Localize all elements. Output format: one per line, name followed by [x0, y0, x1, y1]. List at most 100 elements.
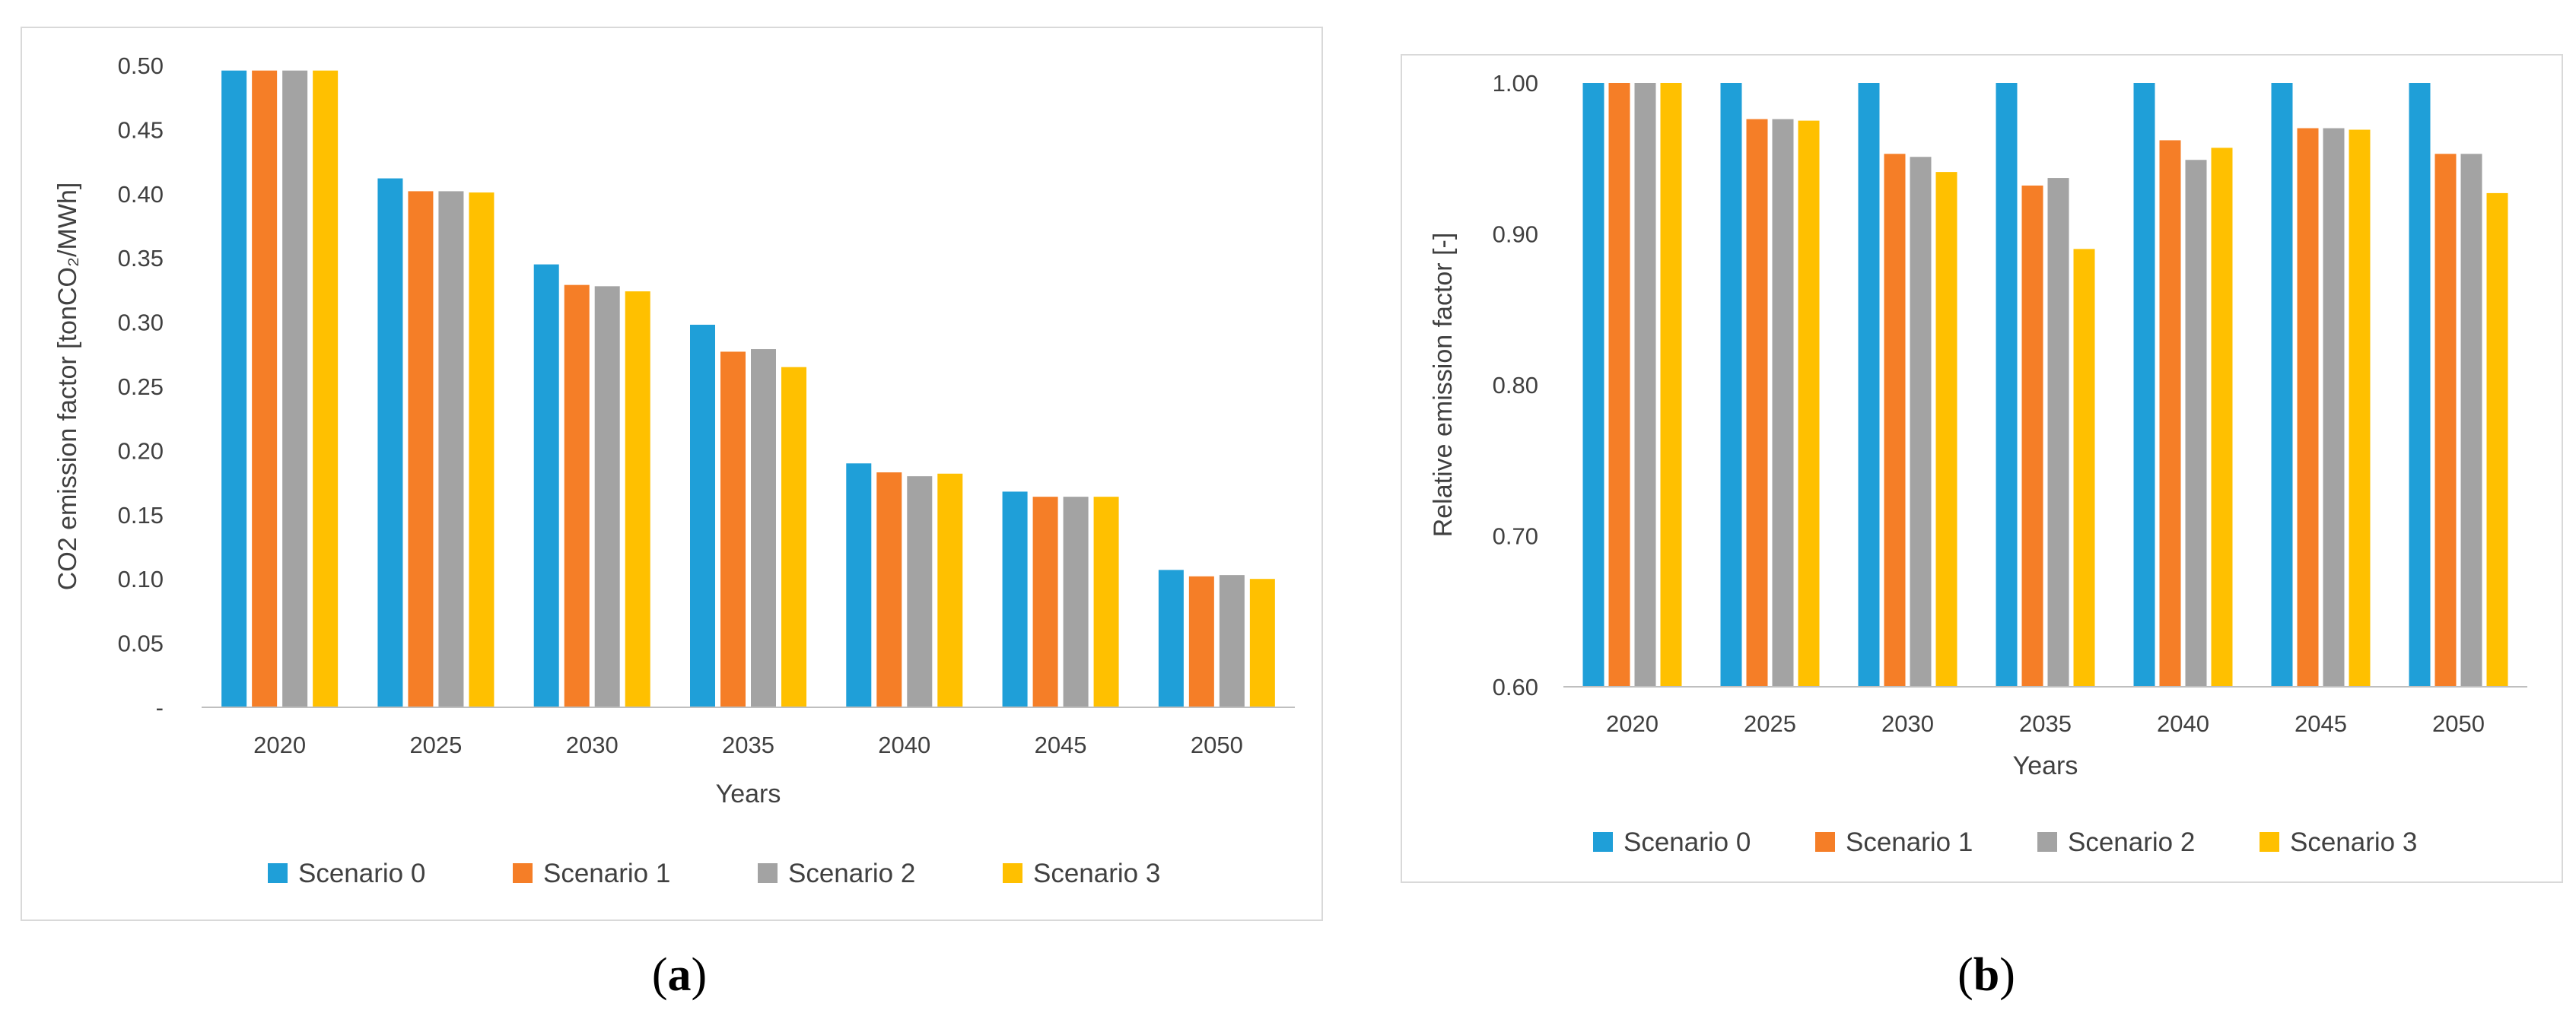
bar-scenario-1-2045 — [1032, 497, 1058, 707]
y-tick-label: - — [156, 694, 164, 721]
legend-label: Scenario 2 — [788, 859, 915, 888]
chart-panel-a: - 0.05 0.10 0.15 0.20 0.25 0.30 0.35 0.40 0.45 0.5… — [21, 27, 1323, 921]
x-tick-label: 2025 — [409, 732, 462, 758]
x-tick-label: 2030 — [566, 732, 619, 758]
legend-label: Scenario 3 — [1033, 859, 1160, 888]
bar-scenario-0-2045 — [2271, 83, 2293, 687]
y-tick-label: 0.10 — [118, 566, 164, 592]
bar-scenario-0-2050 — [2409, 83, 2431, 687]
bar-scenario-3-2020 — [313, 70, 339, 707]
legend-label: Scenario 0 — [1624, 827, 1751, 857]
x-tick-label: 2020 — [1606, 710, 1658, 737]
bar-scenario-0-2035 — [690, 324, 715, 707]
bar-scenario-1-2020 — [1608, 83, 1630, 687]
x-axis-title-b: Years — [2013, 751, 2078, 780]
bar-scenario-2-2050 — [1219, 575, 1245, 707]
bar-scenario-3-2050 — [2486, 192, 2508, 687]
bar-scenario-0-2025 — [377, 178, 403, 707]
y-tick-label: 0.05 — [118, 630, 164, 657]
chart-frame-b — [1401, 54, 2563, 883]
chart-frame-a — [21, 27, 1323, 921]
bar-scenario-3-2045 — [2349, 129, 2371, 687]
bar-scenario-1-2020 — [252, 70, 278, 707]
bar-scenario-2-2020 — [1634, 83, 1656, 687]
x-tick-label: 2040 — [878, 732, 930, 758]
bar-scenario-1-2035 — [720, 351, 746, 707]
bar-scenario-3-2025 — [1798, 120, 1820, 687]
bar-scenario-3-2035 — [781, 367, 806, 707]
bar-scenario-2-2035 — [751, 349, 776, 707]
bar-scenario-1-2040 — [876, 472, 902, 707]
y-tick-label: 0.50 — [118, 52, 164, 79]
bar-scenario-3-2050 — [1249, 579, 1275, 707]
bar-scenario-1-2030 — [564, 284, 590, 707]
legend-swatch-scenario-3 — [1003, 863, 1022, 883]
y-tick-label: 0.60 — [1493, 674, 1538, 700]
bar-scenario-2-2040 — [2185, 160, 2207, 688]
legend-label: Scenario 3 — [2290, 827, 2417, 857]
bar-scenario-2-2040 — [907, 476, 933, 707]
caption-a: (a) — [652, 949, 707, 1001]
x-tick-label: 2035 — [2019, 710, 2072, 737]
y-tick-label: 0.30 — [118, 310, 164, 336]
bar-scenario-0-2035 — [1996, 83, 2018, 687]
bar-scenario-0-2050 — [1158, 570, 1184, 707]
y-tick-label: 0.25 — [118, 373, 164, 400]
bar-scenario-1-2025 — [1746, 119, 1768, 687]
bar-scenario-0-2020 — [1582, 83, 1604, 687]
bar-scenario-3-2035 — [2073, 249, 2095, 688]
bar-scenario-3-2030 — [625, 291, 650, 707]
bar-scenario-1-2050 — [1188, 576, 1214, 707]
x-tick-label: 2050 — [1191, 732, 1243, 758]
bar-scenario-2-2050 — [2460, 154, 2482, 688]
y-tick-label: 0.15 — [118, 502, 164, 529]
bar-scenario-2-2045 — [2323, 128, 2345, 688]
legend-label: Scenario 1 — [1846, 827, 1973, 857]
y-tick-labels-b: 0.60 0.70 0.80 0.90 1.00 — [1493, 70, 1538, 700]
x-tick-label: 2030 — [1881, 710, 1934, 737]
bar-scenario-0-2045 — [1002, 491, 1028, 707]
legend-swatch-scenario-1 — [513, 863, 533, 883]
x-tick-label: 2045 — [2295, 710, 2347, 737]
bar-scenario-2-2045 — [1063, 497, 1089, 707]
bar-scenario-1-2040 — [2159, 140, 2181, 687]
legend-swatch-scenario-3 — [2260, 832, 2279, 852]
y-axis-title-a: CO2 emission factor [tonCO₂/MWh] — [53, 183, 82, 591]
x-tick-label: 2035 — [722, 732, 774, 758]
y-tick-label: 0.80 — [1493, 372, 1538, 399]
bar-scenario-3-2020 — [1660, 83, 1682, 687]
legend-label: Scenario 2 — [2068, 827, 2195, 857]
x-tick-label: 2020 — [253, 732, 306, 758]
x-tick-labels-b: 2020 2025 2030 2035 2040 2045 2050 — [1606, 710, 2485, 737]
y-axis-title-b: Relative emission factor [-] — [1429, 233, 1458, 538]
bar-scenario-3-2045 — [1093, 497, 1119, 707]
bar-scenario-2-2030 — [594, 286, 620, 707]
y-tick-label: 0.70 — [1493, 523, 1538, 550]
bars-a — [221, 70, 1275, 707]
bar-scenario-0-2030 — [1858, 83, 1880, 687]
bar-scenario-1-2025 — [408, 191, 434, 707]
bar-scenario-3-2025 — [469, 192, 495, 707]
x-tick-label: 2025 — [1744, 710, 1796, 737]
bar-scenario-2-2035 — [2047, 178, 2069, 687]
bar-scenario-2-2020 — [282, 70, 308, 707]
bar-scenario-2-2025 — [1772, 119, 1794, 687]
y-tick-label: 0.40 — [118, 181, 164, 208]
legend-swatch-scenario-0 — [268, 863, 288, 883]
bar-scenario-3-2040 — [937, 473, 963, 707]
x-axis-title-a: Years — [716, 780, 781, 808]
y-tick-label: 0.20 — [118, 437, 164, 464]
y-tick-label: 1.00 — [1493, 70, 1538, 97]
x-tick-labels-a: 2020 2025 2030 2035 2040 2045 2050 — [253, 732, 1243, 758]
legend-swatch-scenario-2 — [758, 863, 778, 883]
bar-scenario-1-2050 — [2434, 154, 2457, 688]
caption-b: (b) — [1957, 949, 2015, 1001]
legend-label: Scenario 0 — [298, 859, 425, 888]
y-tick-labels-a: - 0.05 0.10 0.15 0.20 0.25 0.30 0.35 0.40 0.45 0.5… — [118, 52, 164, 721]
legend-swatch-scenario-2 — [2037, 832, 2057, 852]
legend-swatch-scenario-1 — [1815, 832, 1835, 852]
bar-scenario-1-2035 — [2021, 185, 2043, 688]
bar-scenario-0-2040 — [846, 463, 872, 707]
x-tick-label: 2050 — [2432, 710, 2485, 737]
